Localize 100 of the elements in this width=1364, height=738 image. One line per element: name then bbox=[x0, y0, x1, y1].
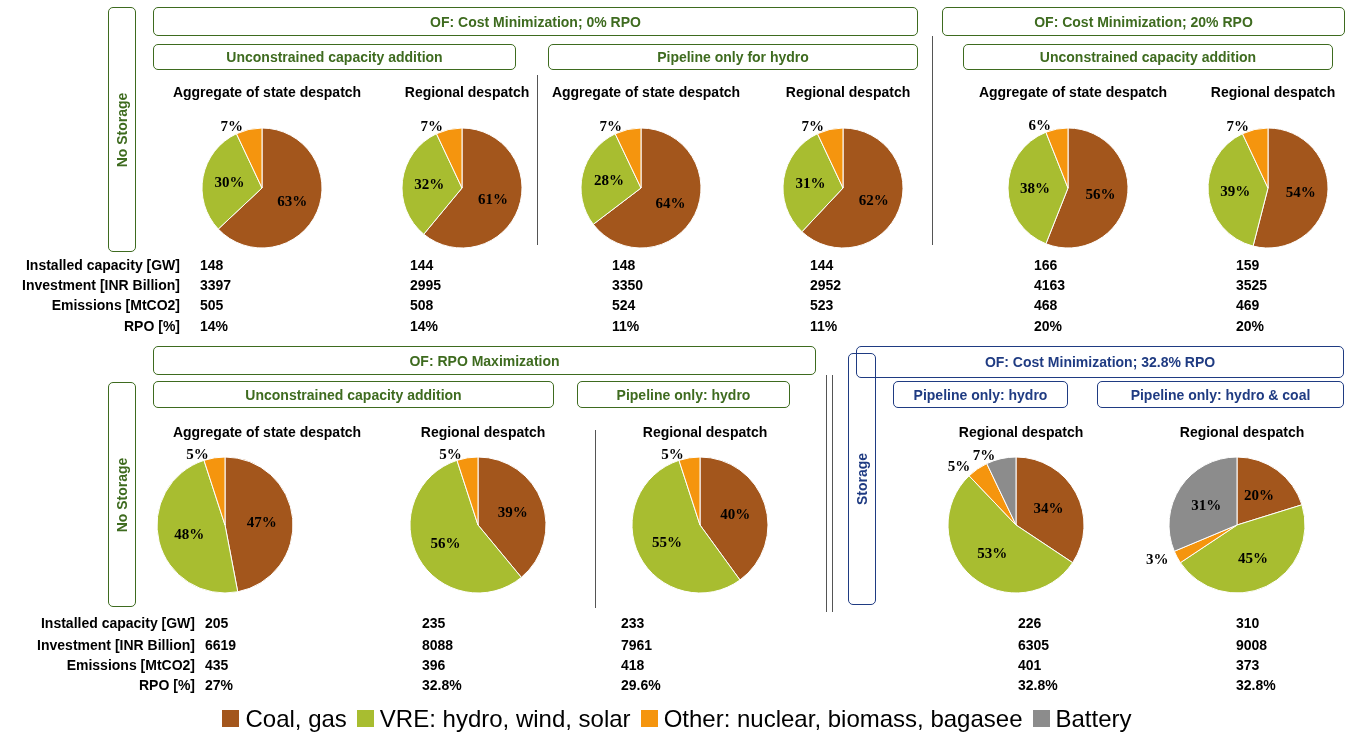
chart-title: Aggregate of state despatch bbox=[172, 84, 362, 100]
data-label: 54% bbox=[1285, 184, 1316, 201]
legend-label: Coal, gas bbox=[245, 705, 347, 732]
text: 29.6% bbox=[621, 676, 661, 694]
text: 469 bbox=[1236, 296, 1260, 314]
text: 2952 bbox=[810, 276, 842, 294]
text: 373 bbox=[1236, 656, 1260, 674]
text: No Storage bbox=[114, 92, 130, 167]
text: 3525 bbox=[1236, 276, 1268, 294]
chart-title: Regional despatch bbox=[1179, 424, 1305, 440]
data-label: 30% bbox=[214, 173, 245, 190]
text: 7961 bbox=[621, 636, 653, 654]
text: 159 bbox=[1236, 256, 1260, 274]
text: 468 bbox=[1034, 296, 1058, 314]
data-label: 45% bbox=[1237, 550, 1268, 567]
text: OF: Cost Minimization; 32.8% RPO bbox=[856, 346, 1344, 378]
chart-title: Aggregate of state despatch bbox=[551, 84, 741, 100]
text: 9008 bbox=[1236, 636, 1268, 654]
text: 14% bbox=[200, 317, 229, 335]
data-label: 56% bbox=[430, 534, 461, 551]
text: 148 bbox=[200, 256, 224, 274]
text: 20% bbox=[1034, 317, 1063, 335]
text: 508 bbox=[410, 296, 434, 314]
text: Investment [INR Billion] bbox=[37, 636, 195, 654]
legend-label: VRE: hydro, wind, solar bbox=[379, 705, 631, 732]
data-label: 5% bbox=[439, 445, 462, 462]
data-label: 31% bbox=[795, 174, 826, 191]
text: 148 bbox=[612, 256, 636, 274]
data-label: 7% bbox=[801, 117, 825, 134]
text: 396 bbox=[422, 656, 446, 674]
text: Emissions [MtCO2] bbox=[66, 656, 195, 674]
text: No Storage bbox=[114, 457, 130, 532]
text: Investment [INR Billion] bbox=[22, 276, 180, 294]
text: Pipeline only for hydro bbox=[548, 44, 918, 70]
chart-title: Regional despatch bbox=[785, 84, 911, 100]
text: Pipeline only: hydro & coal bbox=[1097, 381, 1344, 408]
text: 523 bbox=[810, 296, 834, 314]
text: 226 bbox=[1018, 614, 1042, 632]
data-label: 39% bbox=[497, 504, 528, 521]
text: 32.8% bbox=[422, 676, 462, 694]
text: Installed capacity [GW] bbox=[40, 614, 195, 632]
text: 205 bbox=[205, 614, 229, 632]
text: 27% bbox=[205, 676, 234, 694]
data-label: 39% bbox=[1220, 183, 1251, 200]
text: 235 bbox=[422, 614, 446, 632]
data-label: 28% bbox=[593, 172, 624, 189]
text: 3397 bbox=[200, 276, 232, 294]
data-label: 34% bbox=[1033, 499, 1064, 516]
data-label: 7% bbox=[420, 117, 444, 134]
text: 6305 bbox=[1018, 636, 1050, 654]
text: 233 bbox=[621, 614, 645, 632]
data-label: 47% bbox=[246, 513, 277, 530]
data-label: 7% bbox=[1226, 117, 1250, 134]
data-label: 3% bbox=[1146, 551, 1169, 567]
text: 4163 bbox=[1034, 276, 1066, 294]
text: 11% bbox=[612, 317, 640, 335]
text: 2995 bbox=[410, 276, 442, 294]
data-label: 62% bbox=[858, 192, 889, 209]
data-label: 7% bbox=[220, 117, 244, 134]
text: 6619 bbox=[205, 636, 237, 654]
text: 32.8% bbox=[1018, 676, 1058, 694]
data-label: 7% bbox=[599, 117, 622, 134]
text: RPO [%] bbox=[124, 317, 180, 335]
text: 401 bbox=[1018, 656, 1042, 674]
data-label: 48% bbox=[174, 526, 205, 543]
data-label: 20% bbox=[1243, 487, 1274, 504]
text: 20% bbox=[1236, 317, 1265, 335]
data-label: 7% bbox=[972, 446, 996, 463]
text: Unconstrained capacity addition bbox=[153, 44, 516, 70]
text: OF: RPO Maximization bbox=[153, 346, 816, 375]
text: Storage bbox=[854, 452, 870, 506]
text: OF: Cost Minimization; 20% RPO bbox=[942, 7, 1345, 36]
data-label: 63% bbox=[277, 193, 308, 210]
text: 418 bbox=[621, 656, 645, 674]
data-label: 31% bbox=[1191, 496, 1222, 513]
data-label: 53% bbox=[977, 545, 1008, 562]
text: 3350 bbox=[612, 276, 644, 294]
text: Unconstrained capacity addition bbox=[153, 381, 554, 408]
data-label: 5% bbox=[947, 457, 971, 474]
chart-title: Regional despatch bbox=[420, 424, 546, 440]
chart-title: Regional despatch bbox=[958, 424, 1084, 440]
data-label: 56% bbox=[1085, 186, 1116, 203]
text: 144 bbox=[810, 256, 834, 274]
data-label: 5% bbox=[186, 445, 209, 462]
text: 435 bbox=[205, 656, 229, 674]
text: Emissions [MtCO2] bbox=[51, 296, 180, 314]
text: 310 bbox=[1236, 614, 1260, 632]
data-label: 40% bbox=[720, 505, 751, 522]
data-label: 6% bbox=[1028, 117, 1052, 134]
text: OF: Cost Minimization; 0% RPO bbox=[153, 7, 918, 36]
text: RPO [%] bbox=[139, 676, 195, 694]
data-label: 5% bbox=[661, 445, 684, 462]
text: Unconstrained capacity addition bbox=[963, 44, 1333, 70]
text: 8088 bbox=[422, 636, 454, 654]
legend-label: Other: nuclear, biomass, bagasee bbox=[663, 705, 1023, 732]
text: 14% bbox=[410, 317, 439, 335]
data-label: 55% bbox=[652, 533, 683, 550]
text: Pipeline only: hydro bbox=[577, 381, 790, 408]
data-label: 64% bbox=[655, 194, 686, 211]
text: 144 bbox=[410, 256, 434, 274]
